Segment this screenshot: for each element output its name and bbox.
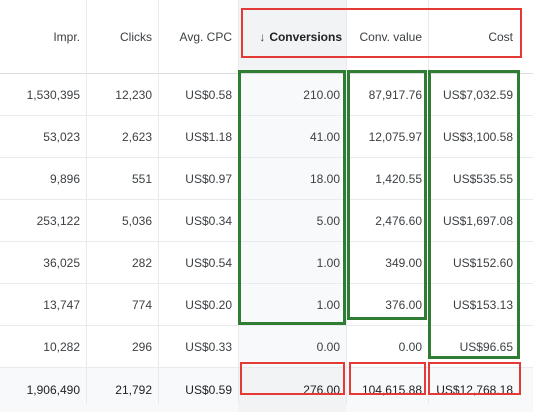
column-divider — [238, 0, 239, 404]
table-row: 9,896 551 US$0.97 18.00 1,420.55 US$535.… — [0, 158, 533, 200]
cell-cost: US$152.60 — [452, 255, 513, 270]
cell-conversions: 1.00 — [238, 284, 346, 325]
cell-avg-cpc: US$0.97 — [185, 171, 232, 186]
cell-impr: 253,122 — [36, 213, 80, 228]
table-total-row: 1,906,490 21,792 US$0.59 276.00 104,615.… — [0, 368, 533, 412]
column-divider — [346, 0, 347, 404]
cell-cost: US$96.65 — [459, 339, 513, 354]
column-header-label: Avg. CPC — [179, 29, 232, 44]
cell-impr: 13,747 — [43, 297, 80, 312]
arrow-down-icon: ↓ — [259, 29, 266, 44]
total-clicks: 21,792 — [115, 383, 152, 397]
column-header-label: Conv. value — [359, 29, 422, 44]
table-row: 36,025 282 US$0.54 1.00 349.00 US$152.60 — [0, 242, 533, 284]
cell-avg-cpc: US$0.58 — [185, 87, 232, 102]
table-row: 1,530,395 12,230 US$0.58 210.00 87,917.7… — [0, 74, 533, 116]
cell-clicks: 2,623 — [121, 129, 152, 144]
cell-conv-value: 12,075.97 — [368, 129, 422, 144]
total-conv-value: 104,615.88 — [361, 383, 422, 397]
cell-clicks: 551 — [131, 171, 152, 186]
cell-impr: 36,025 — [43, 255, 80, 270]
cell-conv-value: 2,476.60 — [375, 213, 422, 228]
total-impr: 1,906,490 — [26, 383, 80, 397]
cell-impr: 10,282 — [43, 339, 80, 354]
cell-clicks: 12,230 — [115, 87, 152, 102]
column-header-label: Cost — [488, 29, 513, 44]
column-divider — [428, 0, 429, 404]
column-divider — [158, 0, 159, 404]
column-header-conversions[interactable]: ↓ Conversions — [238, 0, 346, 73]
table-header: Impr. Clicks Avg. CPC ↓ Conversions Conv… — [0, 0, 533, 74]
cell-conversions: 1.00 — [238, 242, 346, 283]
cell-conversions: 18.00 — [238, 158, 346, 199]
cell-avg-cpc: US$0.34 — [185, 213, 232, 228]
table-row: 253,122 5,036 US$0.34 5.00 2,476.60 US$1… — [0, 200, 533, 242]
table-row: 10,282 296 US$0.33 0.00 0.00 US$96.65 — [0, 326, 533, 368]
cell-avg-cpc: US$0.20 — [185, 297, 232, 312]
cell-avg-cpc: US$1.18 — [185, 129, 232, 144]
total-avg-cpc: US$0.59 — [185, 383, 232, 397]
column-header-cost[interactable]: Cost — [428, 0, 521, 73]
column-header-label: Conversions — [269, 29, 342, 44]
cell-conversions: 5.00 — [238, 200, 346, 241]
column-header-clicks[interactable]: Clicks — [86, 0, 158, 73]
cell-avg-cpc: US$0.33 — [185, 339, 232, 354]
cell-conversions: 41.00 — [238, 116, 346, 157]
column-header-label: Clicks — [120, 29, 152, 44]
cell-avg-cpc: US$0.54 — [185, 255, 232, 270]
cell-conv-value: 1,420.55 — [375, 171, 422, 186]
cell-clicks: 282 — [131, 255, 152, 270]
cell-clicks: 774 — [131, 297, 152, 312]
column-header-avg-cpc[interactable]: Avg. CPC — [158, 0, 238, 73]
cell-impr: 53,023 — [43, 129, 80, 144]
table-row: 13,747 774 US$0.20 1.00 376.00 US$153.13 — [0, 284, 533, 326]
cell-conversions: 210.00 — [238, 74, 346, 115]
cell-cost: US$3,100.58 — [442, 129, 513, 144]
cell-clicks: 296 — [131, 339, 152, 354]
cell-conv-value: 0.00 — [398, 339, 422, 354]
cell-cost: US$7,032.59 — [442, 87, 513, 102]
column-divider — [86, 0, 87, 404]
cell-impr: 1,530,395 — [26, 87, 80, 102]
column-header-conv-value[interactable]: Conv. value — [346, 0, 428, 73]
cell-cost: US$153.13 — [452, 297, 513, 312]
cell-conv-value: 349.00 — [385, 255, 422, 270]
column-header-impr[interactable]: Impr. — [0, 0, 86, 73]
cell-conv-value: 87,917.76 — [368, 87, 422, 102]
cell-conversions: 0.00 — [238, 326, 346, 367]
cell-cost: US$535.55 — [452, 171, 513, 186]
cell-cost: US$1,697.08 — [442, 213, 513, 228]
table-row: 53,023 2,623 US$1.18 41.00 12,075.97 US$… — [0, 116, 533, 158]
total-cost: US$12,768.18 — [436, 383, 513, 397]
cell-impr: 9,896 — [49, 171, 80, 186]
cell-conv-value: 376.00 — [385, 297, 422, 312]
total-conversions: 276.00 — [238, 368, 346, 412]
cell-clicks: 5,036 — [121, 213, 152, 228]
column-header-label: Impr. — [53, 29, 80, 44]
